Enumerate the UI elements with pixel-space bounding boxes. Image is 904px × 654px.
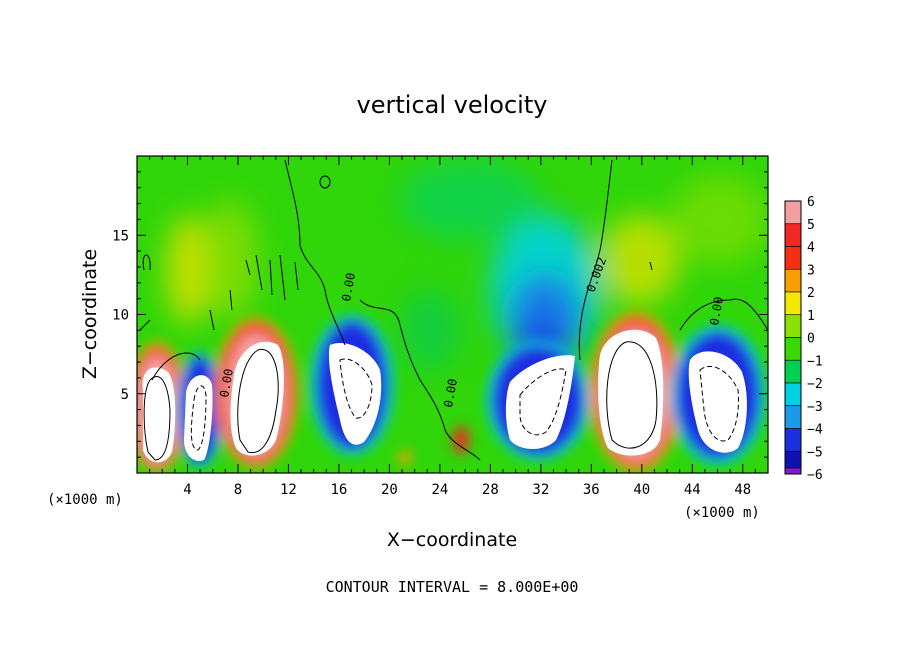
colorbar-label: −4 (807, 423, 823, 438)
colorbar-swatch (784, 200, 802, 225)
colorbar-label: 2 (807, 286, 815, 301)
colorbar-label: 3 (807, 263, 815, 278)
contour-lines (139, 159, 768, 461)
x-tick-label: 4 (183, 482, 191, 498)
colorbar-label: −2 (807, 377, 823, 392)
x-tick-label: 48 (734, 482, 751, 498)
contour-interval-note: CONTOUR INTERVAL = 8.000E+00 (326, 578, 579, 596)
colorbar-swatch (784, 359, 802, 384)
contour-label: 0.00 (441, 378, 460, 409)
y-axis: 5 10 15 (112, 171, 768, 458)
colorbar-swatch (784, 268, 802, 293)
y-tick-label: 15 (112, 228, 129, 244)
colorbar-swatch (784, 382, 802, 407)
x-tick-label: 12 (280, 482, 297, 498)
colorbar-label: 0 (807, 332, 815, 347)
colorbar-swatch (784, 223, 802, 247)
contour-lines-negative (190, 358, 739, 451)
x-tick-label: 28 (482, 482, 499, 498)
x-tick-label: 20 (381, 482, 398, 498)
colorbar-swatch (784, 337, 802, 361)
y-tick-label: 10 (112, 308, 129, 324)
y-tick-label: 5 (121, 387, 129, 403)
x-tick-label: 8 (234, 482, 242, 498)
contour-label: 0.00 (339, 272, 358, 303)
x-tick-label: 16 (330, 482, 347, 498)
chart-title: vertical velocity (357, 91, 548, 119)
colorbar-label: 5 (807, 218, 815, 233)
colorbar-swatch (784, 428, 802, 452)
background-field (166, 160, 768, 370)
colorbar-label: −6 (807, 468, 823, 483)
contour-label: 0.00 (217, 368, 236, 399)
plot-area (137, 156, 768, 473)
colorbar-label: −3 (807, 400, 823, 415)
x-tick-label: 32 (532, 482, 549, 498)
colorbar-label: −5 (807, 445, 823, 460)
x-unit-label-left: (×1000 m) (47, 492, 123, 508)
x-tick-label: 44 (684, 482, 701, 498)
x-axis-title: X−coordinate (387, 529, 517, 551)
y-axis-title: Z−coordinate (79, 249, 101, 379)
colorbar-swatch (784, 405, 802, 429)
x-tick-label: 36 (583, 482, 600, 498)
colorbar-swatch (784, 246, 802, 270)
x-tick-label: 40 (633, 482, 650, 498)
colorbar-frame (784, 200, 802, 475)
contour-label: 0.00 (707, 296, 726, 327)
colorbar-label: 1 (807, 309, 815, 324)
colorbar-label: 6 (807, 195, 815, 210)
colorbar: 6 5 4 3 2 1 0 −1 −2 −3 −4 −5 −6 (784, 195, 823, 483)
x-tick-label: 24 (431, 482, 448, 498)
colorbar-swatch (784, 467, 802, 475)
colorbar-label: 4 (807, 241, 815, 256)
colorbar-swatch (784, 314, 802, 338)
x-unit-label-right: (×1000 m) (684, 505, 760, 521)
x-axis: 4 8 12 16 20 24 28 32 36 40 44 48 (149, 156, 756, 498)
colorbar-label: −1 (807, 354, 823, 369)
colorbar-swatch (784, 291, 802, 316)
